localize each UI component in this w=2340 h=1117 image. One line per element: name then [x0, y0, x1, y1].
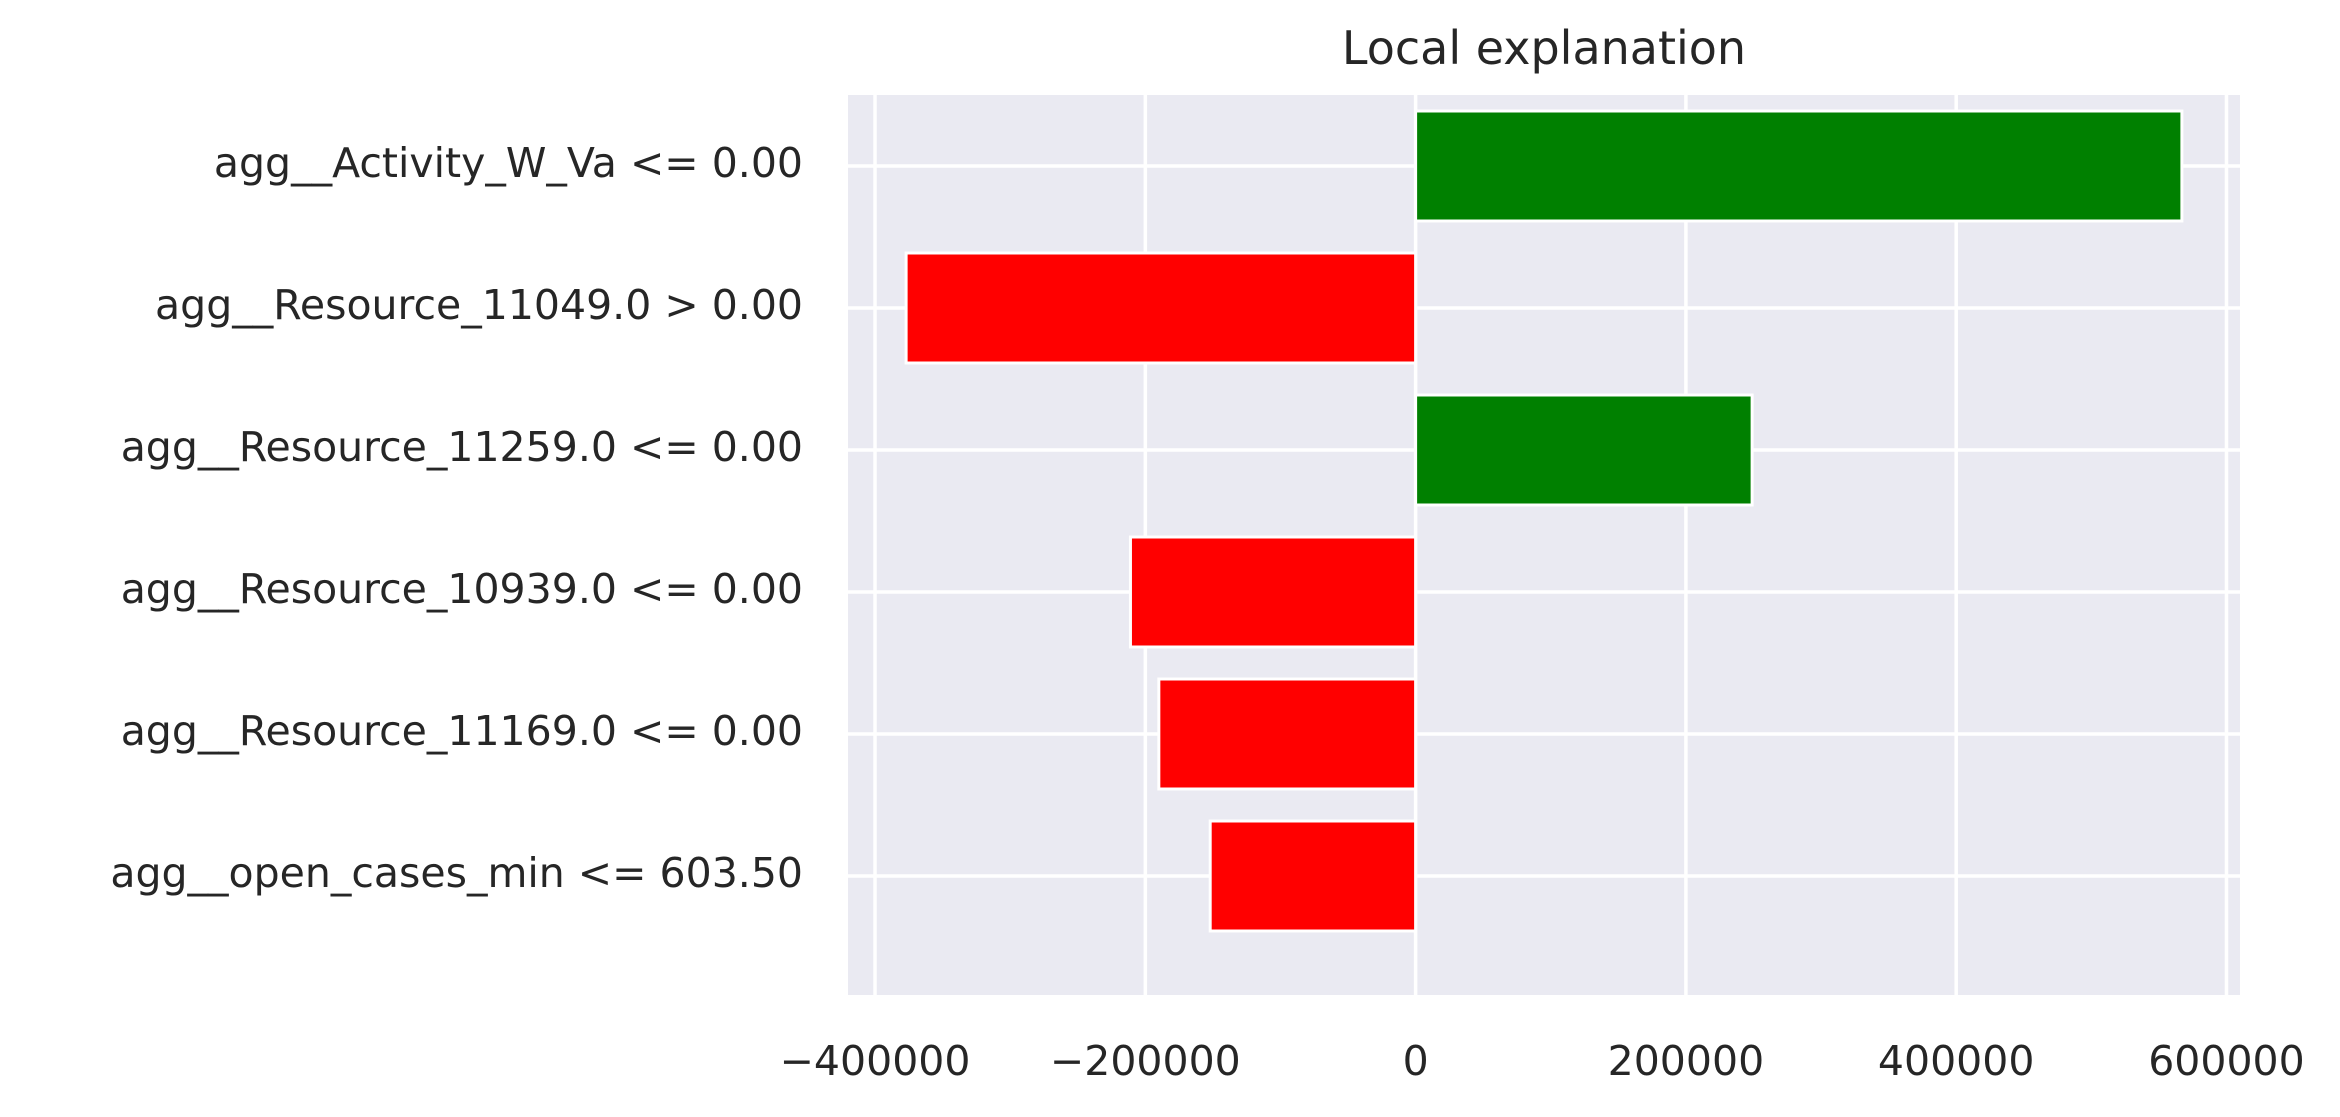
- y-tick-label: agg__Resource_11169.0 <= 0.00: [121, 707, 803, 755]
- y-tick-label: agg__Resource_11049.0 > 0.00: [155, 281, 803, 329]
- x-tick-label: −400000: [780, 1037, 971, 1085]
- bar: [1414, 393, 1754, 507]
- y-tick-labels: agg__Activity_W_Va <= 0.00 agg__Resource_…: [110, 139, 803, 897]
- bar: [1157, 677, 1418, 791]
- y-tick-label: agg__Resource_11259.0 <= 0.00: [121, 423, 803, 471]
- x-tick-label: 400000: [1878, 1037, 2035, 1085]
- y-tick-label: agg__Activity_W_Va <= 0.00: [214, 139, 803, 187]
- bar: [904, 251, 1418, 365]
- bar: [1208, 819, 1418, 933]
- y-tick-label: agg__open_cases_min <= 603.50: [110, 849, 803, 897]
- x-tick-label: 600000: [2148, 1037, 2305, 1085]
- x-tick-label: −200000: [1050, 1037, 1241, 1085]
- x-tick-label: 200000: [1608, 1037, 1765, 1085]
- bar: [1414, 109, 2184, 223]
- chart-title: Local explanation: [1342, 21, 1746, 75]
- x-tick-labels: −400000 −200000 0 200000 400000 600000: [780, 1037, 2305, 1085]
- bars: [904, 109, 2184, 933]
- bar: [1128, 535, 1418, 649]
- plot-area: [848, 95, 2240, 995]
- y-tick-label: agg__Resource_10939.0 <= 0.00: [121, 565, 803, 613]
- x-tick-label: 0: [1403, 1037, 1429, 1085]
